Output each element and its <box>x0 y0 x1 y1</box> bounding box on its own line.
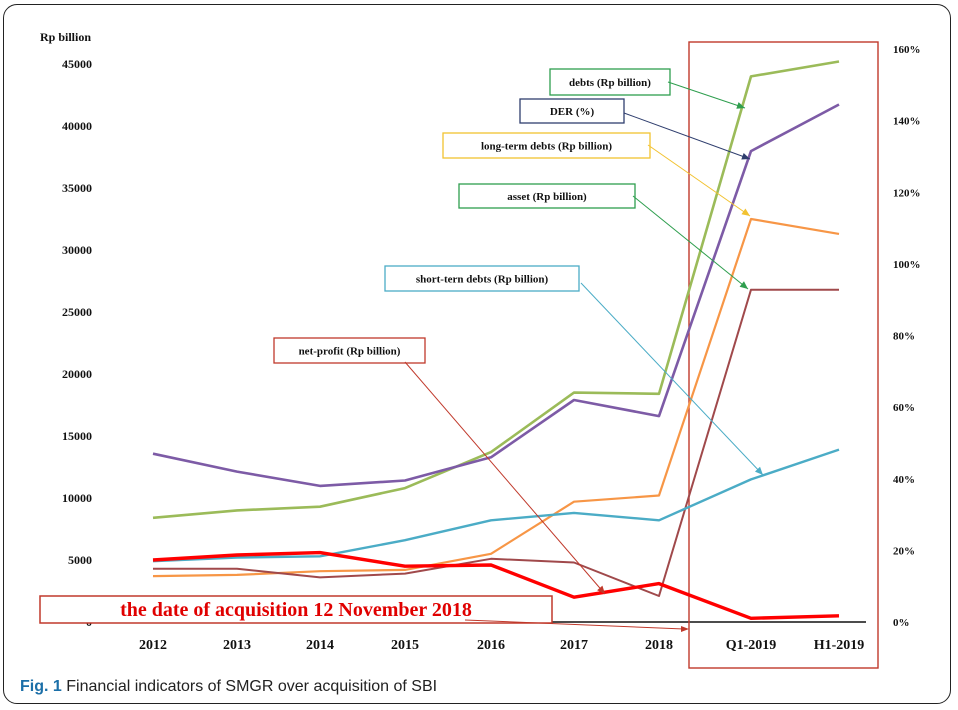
annotation-arrow-line <box>623 112 751 160</box>
y-tick-left: 5000 <box>68 553 92 567</box>
x-tick-label: Q1-2019 <box>726 638 777 653</box>
x-tick-label: 2016 <box>477 638 505 653</box>
annotation-arrowhead <box>739 281 748 289</box>
annotation-arrowhead <box>754 466 763 475</box>
series-lines <box>152 60 840 620</box>
annotation-label: long-term debts (Rp billion) <box>481 141 612 153</box>
annotations-group: debts (Rp billion) DER (%) long-term debts… <box>39 68 764 632</box>
x-tick-label: 2017 <box>560 638 588 653</box>
y-tick-left: 30000 <box>62 243 92 257</box>
line-chart: Rp billion050001000015000200002500030000… <box>39 30 921 669</box>
x-tick-label: 2014 <box>306 638 334 653</box>
annotation-box <box>458 183 636 209</box>
y-tick-right: 60% <box>893 402 915 414</box>
annotation-box <box>442 132 651 159</box>
caption-text: Financial indicators of SMGR over acquis… <box>66 678 438 695</box>
x-tick-label: 2015 <box>391 638 419 653</box>
y-tick-right: 40% <box>893 474 915 486</box>
y-tick-left: 15000 <box>62 429 92 443</box>
x-tick-label: 2013 <box>223 638 251 653</box>
y-axis-label-left: Rp billion <box>40 30 91 44</box>
series-line-4 <box>152 448 840 563</box>
y-tick-right: 160% <box>893 44 921 56</box>
y-tick-right: 100% <box>893 259 921 271</box>
series-line-1 <box>152 103 840 488</box>
annotation-box <box>549 68 671 96</box>
annotation-arrowhead <box>741 208 750 216</box>
acquisition-date-label: the date of acquisition 12 November 2018 <box>120 599 472 621</box>
figure-caption: Fig. 1 Financial indicators of SMGR over… <box>20 678 437 696</box>
post-acquisition-highlight-box <box>688 41 879 669</box>
y-tick-left: 20000 <box>62 367 92 381</box>
acquisition-arrow-line <box>464 619 685 630</box>
annotation-arrowhead <box>741 152 750 160</box>
annotation-label: debts (Rp billion) <box>569 77 651 89</box>
y-tick-right: 20% <box>893 545 915 557</box>
caption-label: Fig. 1 <box>20 678 62 695</box>
y-tick-left: 45000 <box>62 57 92 71</box>
x-tick-label: 2012 <box>139 638 167 653</box>
x-tick-label: H1-2019 <box>814 638 865 653</box>
figure-frame <box>3 4 951 704</box>
annotation-box <box>384 265 580 292</box>
annotation-arrow-line <box>580 282 764 476</box>
annotation-arrow-line <box>667 81 746 109</box>
y-tick-right: 0% <box>893 617 910 629</box>
y-tick-right: 140% <box>893 116 921 128</box>
acquisition-arrowhead <box>681 626 689 632</box>
acquisition-date-box <box>39 595 553 624</box>
annotation-label: asset (Rp billion) <box>507 191 587 203</box>
axes-group: Rp billion050001000015000200002500030000… <box>40 30 921 669</box>
annotation-label: DER (%) <box>550 106 595 118</box>
annotation-arrow-line <box>632 195 749 290</box>
annotation-arrow-line <box>647 144 751 217</box>
y-tick-left: 35000 <box>62 181 92 195</box>
annotation-box <box>519 98 625 124</box>
y-tick-right: 80% <box>893 331 915 343</box>
annotation-label: net-profit (Rp billion) <box>299 346 401 358</box>
y-tick-left: 40000 <box>62 119 92 133</box>
y-tick-right: 120% <box>893 187 921 199</box>
annotation-box <box>273 337 426 364</box>
x-tick-label: 2018 <box>645 638 673 653</box>
y-tick-left: 25000 <box>62 305 92 319</box>
y-tick-left: 10000 <box>62 491 92 505</box>
annotation-arrowhead <box>736 102 745 109</box>
annotation-label: short-tern debts (Rp billion) <box>416 274 549 286</box>
annotation-arrow-line <box>404 361 606 595</box>
annotation-arrowhead <box>597 585 605 594</box>
